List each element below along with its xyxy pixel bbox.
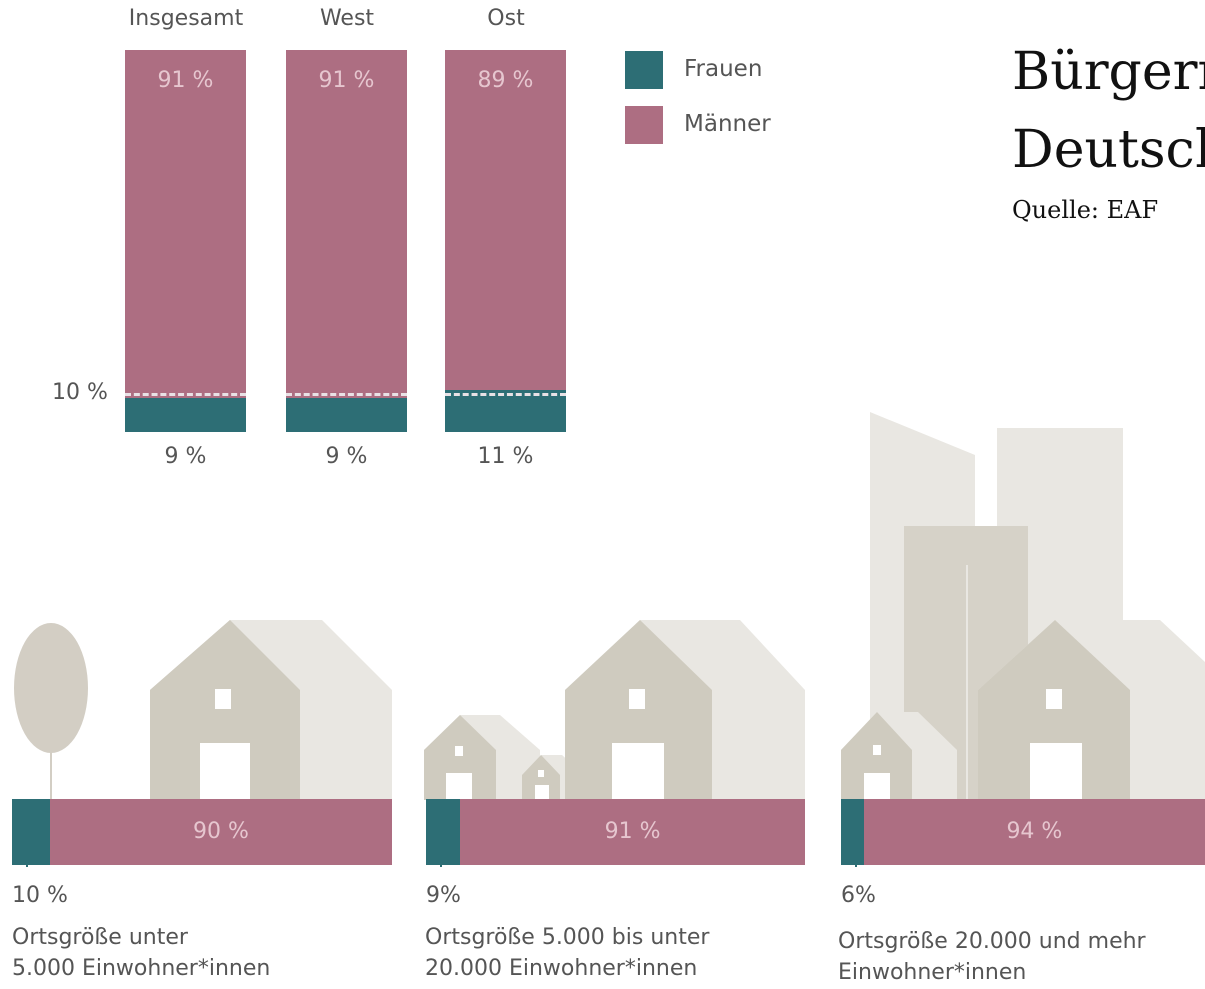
category-label: Insgesamt xyxy=(128,6,244,31)
hbar-label-maenner: 94 % xyxy=(1006,819,1063,844)
hbar-tick xyxy=(440,845,442,867)
tree-icon xyxy=(14,623,88,800)
category-label: Ost xyxy=(487,6,525,31)
hbar-tick xyxy=(26,845,28,867)
bar-maenner xyxy=(125,50,246,398)
hbar-maenner xyxy=(12,799,392,865)
bar-label-maenner: 91 % xyxy=(318,68,375,93)
hbar-frauen xyxy=(426,799,461,865)
legend-label-maenner: Männer xyxy=(684,111,771,137)
hbar-maenner xyxy=(841,799,1205,865)
bar-label-maenner: 89 % xyxy=(477,68,534,93)
reference-line xyxy=(445,392,566,396)
chart-source: Quelle: EAF xyxy=(1012,196,1159,224)
category-label: West xyxy=(319,6,375,31)
size-group-label-small-line1: Ortsgröße unter xyxy=(12,925,188,950)
size-group-label-medium-line2: 20.000 Einwohner*innen xyxy=(425,956,698,981)
legend-swatch-frauen xyxy=(625,51,663,89)
bar-label-frauen: 9 % xyxy=(325,444,368,469)
hbar-frauen xyxy=(841,799,864,865)
chart-title-line2: Deutsch xyxy=(1012,120,1205,180)
size-group-label-medium-line1: Ortsgröße 5.000 bis unter xyxy=(425,925,710,950)
bar-frauen xyxy=(445,389,566,432)
size-group-label-small-line2: 5.000 Einwohner*innen xyxy=(12,956,271,981)
hbar-maenner xyxy=(426,799,805,865)
reference-line xyxy=(286,392,407,396)
reference-line xyxy=(125,392,246,396)
bar-label-maenner: 91 % xyxy=(157,68,214,93)
settlement-illustration xyxy=(14,412,1205,800)
bar-maenner xyxy=(445,50,566,390)
house-icon xyxy=(565,620,805,800)
size-group-label-large-line1: Ortsgröße 20.000 und mehr xyxy=(838,929,1146,954)
bar-label-frauen: 9 % xyxy=(164,444,207,469)
hbar-frauen xyxy=(12,799,50,865)
bar-frauen xyxy=(125,397,246,432)
hbar-label-frauen: 10 % xyxy=(12,883,68,908)
hbar-label-frauen: 9% xyxy=(426,883,461,908)
bar-label-frauen: 11 % xyxy=(477,444,534,469)
chart-title-line1: Bürgerm xyxy=(1012,42,1205,102)
bar-frauen xyxy=(286,397,407,432)
house-icon xyxy=(150,620,392,800)
bar-maenner xyxy=(286,50,407,398)
small-houses-icon xyxy=(424,715,584,800)
city-buildings-icon xyxy=(841,412,1205,800)
legend-swatch-maenner xyxy=(625,106,663,144)
hbar-label-maenner: 91 % xyxy=(604,819,661,844)
hbar-label-maenner: 90 % xyxy=(193,819,249,844)
legend-label-frauen: Frauen xyxy=(684,56,763,82)
hbar-label-frauen: 6% xyxy=(841,883,876,908)
size-group-label-large-line2: Einwohner*innen xyxy=(838,960,1027,985)
reference-line-label: 10 % xyxy=(52,379,108,405)
hbar-tick xyxy=(855,845,857,867)
